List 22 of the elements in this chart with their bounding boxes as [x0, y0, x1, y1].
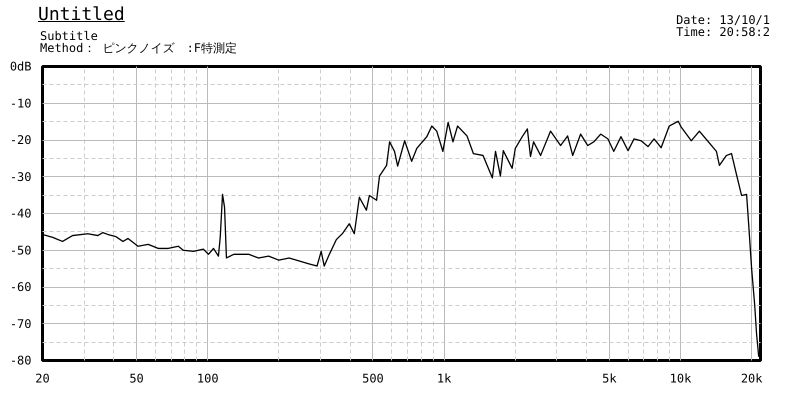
y-tick-label: -70 [10, 316, 32, 331]
y-tick-label: -40 [10, 206, 32, 220]
x-tick-label: 20 [35, 372, 50, 386]
text: Date: 13/10/1 [676, 12, 770, 27]
x-tick-label: 5k [602, 372, 618, 386]
y-tick-label: -10 [10, 96, 32, 110]
x-tick-label: 500 [362, 372, 384, 386]
x-tick-label: 100 [196, 372, 219, 386]
x-tick-label: 1k [436, 372, 452, 386]
y-tick-label: -20 [10, 133, 32, 147]
y-tick-label: -60 [10, 280, 32, 294]
y-tick-label: -30 [10, 170, 32, 184]
text: Method： ピンクノイズ :F特測定 [40, 40, 238, 57]
y-tick-label: 0dB [10, 60, 32, 74]
x-tick-label: 20k [740, 372, 764, 386]
x-tick-label: 50 [129, 372, 144, 386]
y-tick-label: -50 [10, 243, 32, 258]
chart-title: Untitled [38, 3, 125, 27]
text: Time: 20:58:2 [676, 25, 770, 41]
x-tick-label: 10k [670, 372, 692, 386]
chart-subtitle: Subtitle [40, 28, 98, 43]
y-tick-label: -80 [10, 354, 32, 368]
